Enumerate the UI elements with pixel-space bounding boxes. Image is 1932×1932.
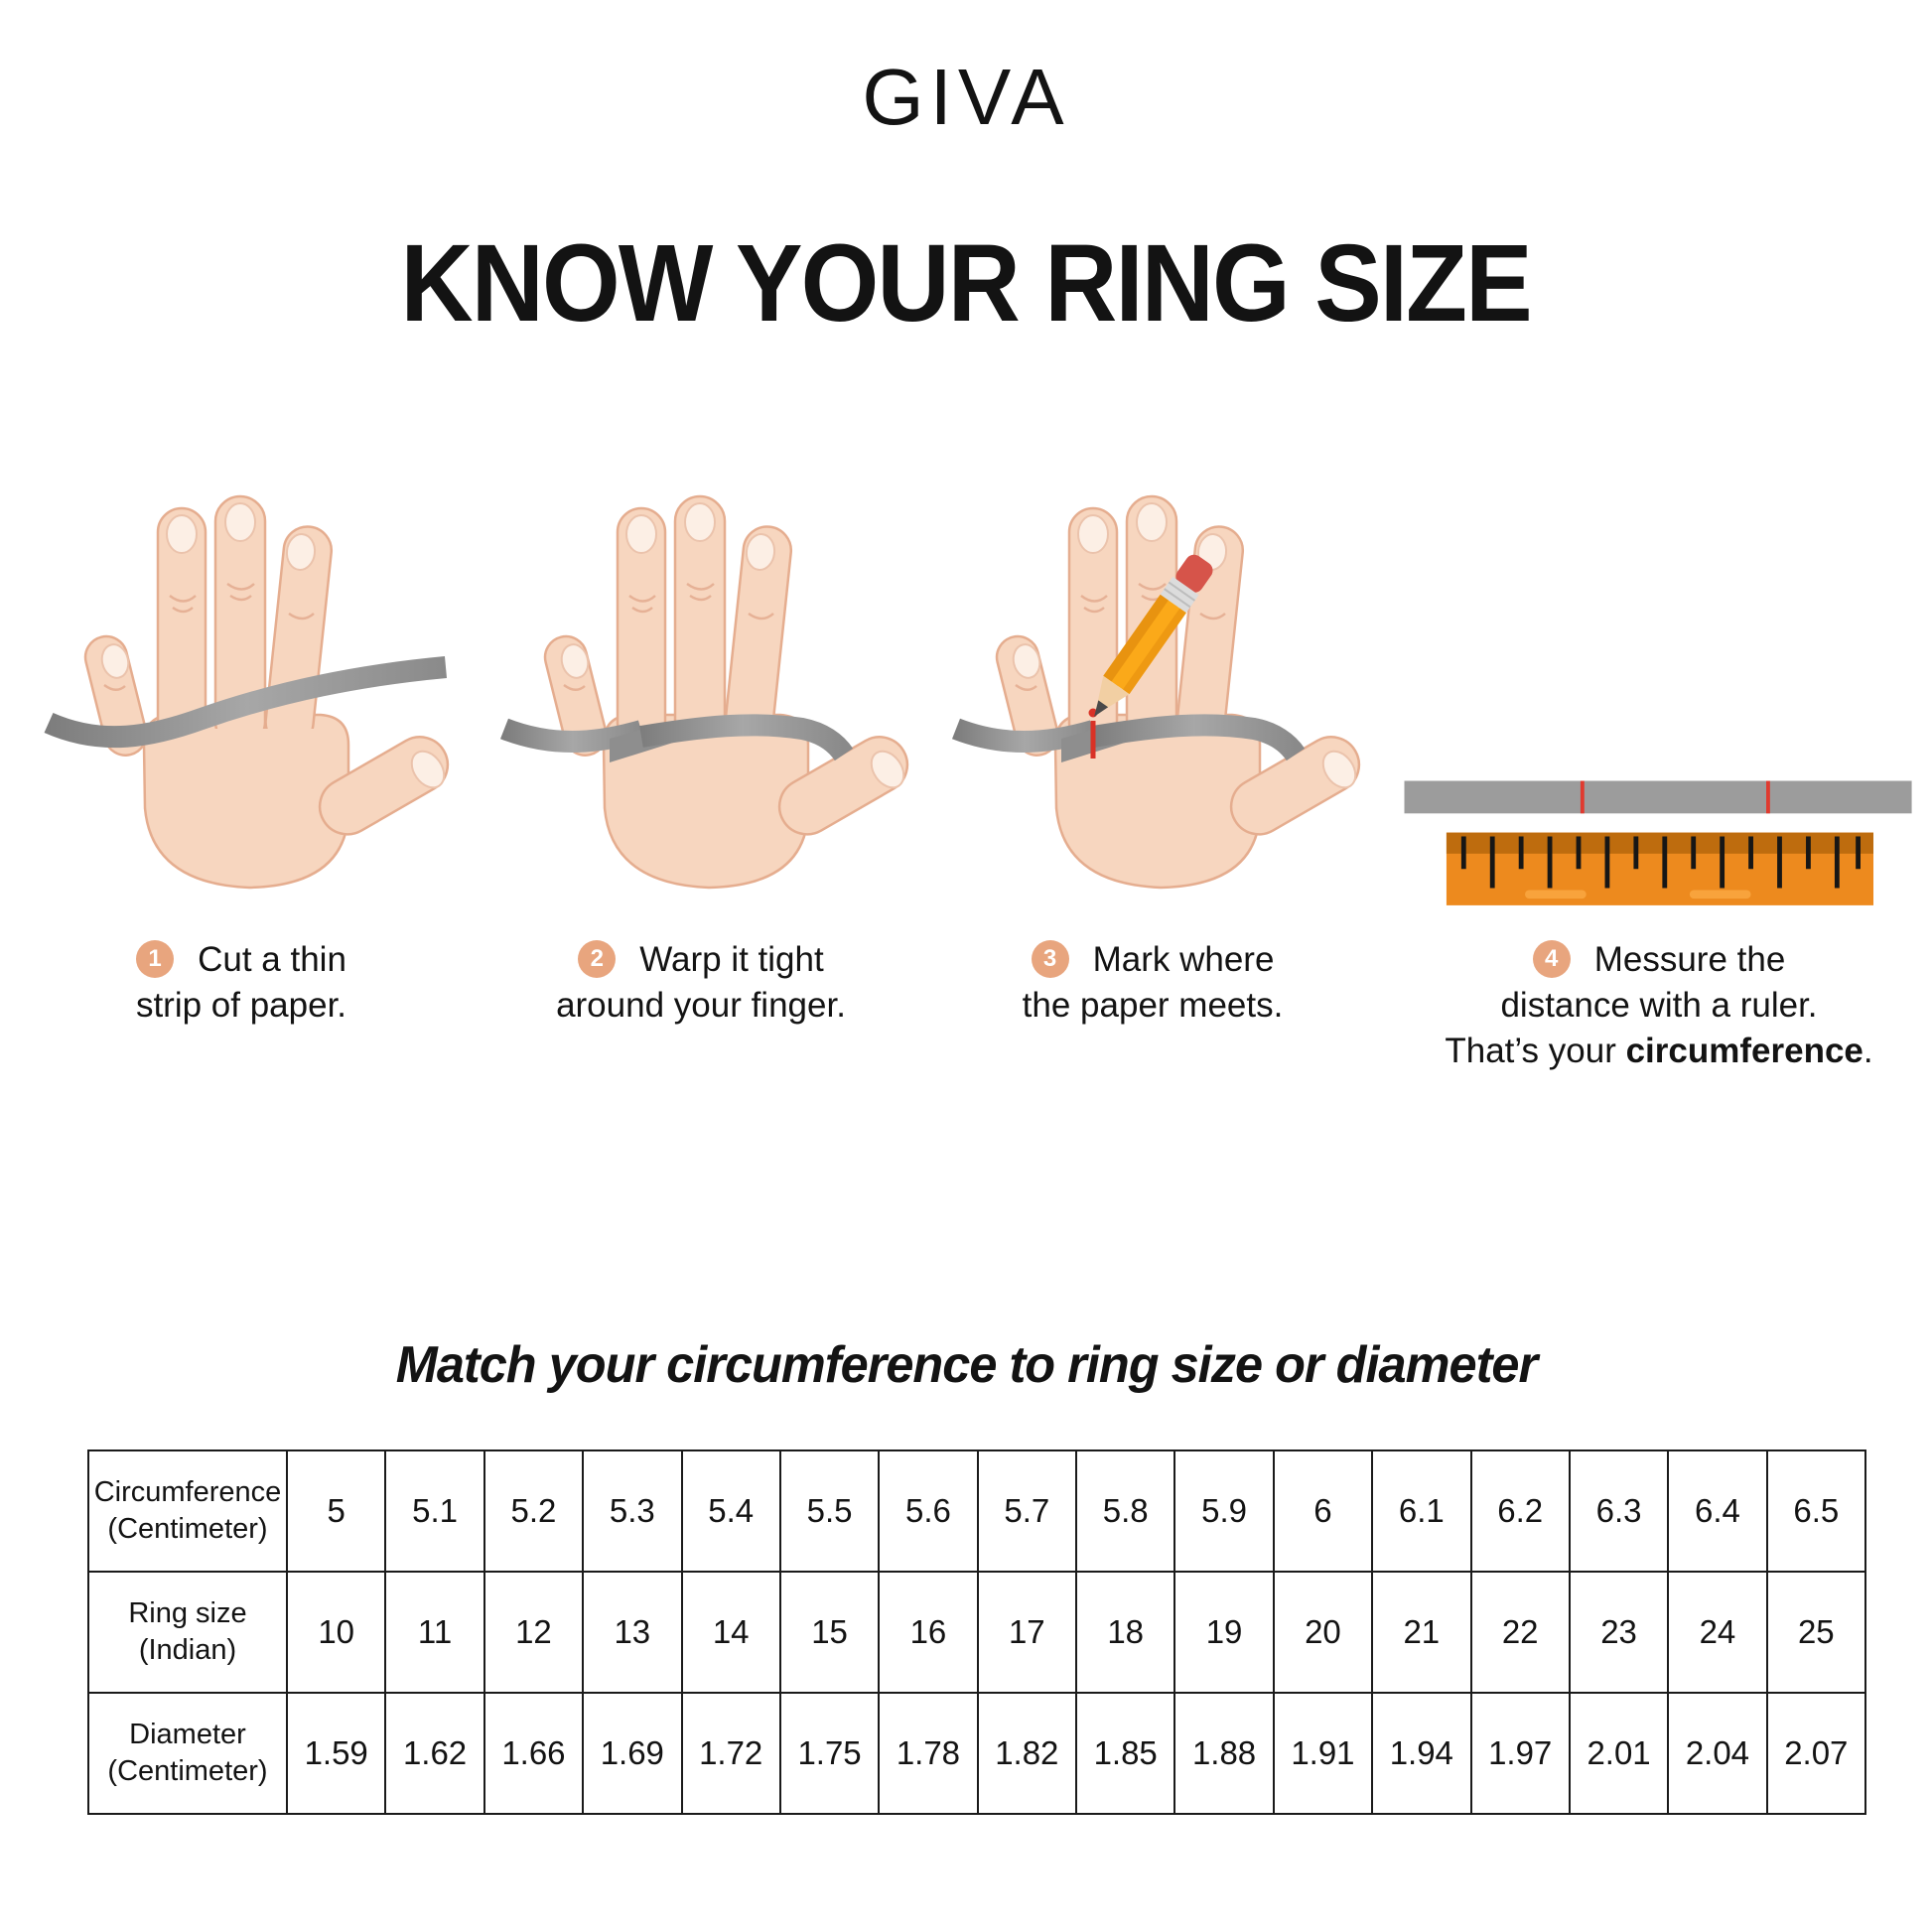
table-cell: 1.66 bbox=[483, 1692, 585, 1815]
table-cell: 5.1 bbox=[384, 1449, 485, 1573]
table-cell: 20 bbox=[1272, 1571, 1374, 1694]
ruler-measure-icon bbox=[1404, 780, 1912, 905]
pencil-icon bbox=[1094, 554, 1213, 717]
table-cell: 6.3 bbox=[1568, 1449, 1670, 1573]
table-cell: 14 bbox=[680, 1571, 781, 1694]
step-4-line2: distance with a ruler. bbox=[1500, 986, 1818, 1025]
table-cell: 17 bbox=[976, 1571, 1078, 1694]
step-number-badge: 4 bbox=[1532, 939, 1571, 978]
table-cell: 1.94 bbox=[1371, 1692, 1472, 1815]
orange-ruler bbox=[1446, 832, 1873, 905]
table-cell: 23 bbox=[1568, 1571, 1670, 1694]
hand-strip-wrapped-icon bbox=[499, 494, 909, 890]
table-cell: 1.59 bbox=[285, 1692, 387, 1815]
step-2-caption: 2 Warp it tight around your finger. bbox=[483, 937, 919, 1029]
table-cell: 1.82 bbox=[976, 1692, 1078, 1815]
table-cell: 6.2 bbox=[1469, 1449, 1571, 1573]
table-cell: 6.5 bbox=[1765, 1449, 1867, 1573]
page-title: KNOW YOUR RING SIZE bbox=[400, 222, 1533, 345]
table-cell: 18 bbox=[1074, 1571, 1176, 1694]
table-cell: 5.5 bbox=[778, 1449, 881, 1573]
step-number-badge: 3 bbox=[1031, 939, 1069, 978]
table-cell: 6.1 bbox=[1371, 1449, 1472, 1573]
step-1-line1: Cut a thin bbox=[198, 940, 346, 979]
table-cell: 1.62 bbox=[384, 1692, 485, 1815]
step-number-badge: 2 bbox=[578, 939, 617, 978]
table-cell: 1.72 bbox=[680, 1692, 781, 1815]
table-cell: 5.8 bbox=[1074, 1449, 1176, 1573]
table-row: Diameter (Centimeter) 1.59 1.62 1.66 1.69 1.72… bbox=[87, 1692, 1867, 1815]
table-cell: 13 bbox=[582, 1571, 683, 1694]
table-cell: 2.04 bbox=[1667, 1692, 1768, 1815]
brand-logo: GIVA bbox=[862, 53, 1070, 141]
steps-section: 1 Cut a thin strip of paper. 2 Warp it tig… bbox=[0, 425, 1932, 1179]
table-cell: 22 bbox=[1469, 1571, 1571, 1694]
table-cell: 5.7 bbox=[976, 1449, 1078, 1573]
table-cell: 25 bbox=[1765, 1571, 1867, 1694]
table-cell: 5.4 bbox=[680, 1449, 781, 1573]
table-cell: 1.91 bbox=[1272, 1692, 1374, 1815]
table-cell: 1.75 bbox=[778, 1692, 881, 1815]
step-4-caption: 4 Messure the distance with a ruler. That… bbox=[1386, 937, 1932, 1074]
row-label: Circumference (Centimeter) bbox=[87, 1449, 288, 1573]
table-cell: 5.6 bbox=[878, 1449, 979, 1573]
step-2: 2 Warp it tight around your finger. bbox=[483, 425, 919, 1179]
table-cell: 16 bbox=[878, 1571, 979, 1694]
table-cell: 10 bbox=[285, 1571, 387, 1694]
row-label: Diameter (Centimeter) bbox=[87, 1692, 288, 1815]
table-cell: 2.01 bbox=[1568, 1692, 1670, 1815]
table-cell: 1.88 bbox=[1173, 1692, 1275, 1815]
table-cell: 24 bbox=[1667, 1571, 1768, 1694]
table-cell: 12 bbox=[483, 1571, 585, 1694]
table-cell: 1.69 bbox=[582, 1692, 683, 1815]
table-row: Circumference (Centimeter) 5 5.1 5.2 5.3 5.4 5.… bbox=[87, 1449, 1867, 1573]
table-cell: 6.4 bbox=[1667, 1449, 1768, 1573]
step-4: 4 Messure the distance with a ruler. That… bbox=[1386, 425, 1932, 1179]
step-3: 3 Mark where the paper meets. bbox=[919, 425, 1386, 1179]
table-cell: 15 bbox=[778, 1571, 881, 1694]
step-1-line2: strip of paper. bbox=[135, 986, 347, 1025]
table-cell: 19 bbox=[1173, 1571, 1275, 1694]
step-number-badge: 1 bbox=[136, 939, 175, 978]
match-section-title: Match your circumference to ring size or… bbox=[395, 1336, 1537, 1394]
table-cell: 5.9 bbox=[1173, 1449, 1275, 1573]
table-cell: 1.85 bbox=[1074, 1692, 1176, 1815]
ring-size-table: Circumference (Centimeter) 5 5.1 5.2 5.3 5.4 5.… bbox=[87, 1449, 1867, 1815]
row-label: Ring size (Indian) bbox=[87, 1571, 288, 1694]
table-cell: 1.97 bbox=[1469, 1692, 1571, 1815]
step-4-line1: Messure the bbox=[1593, 940, 1786, 979]
step-3-line2: the paper meets. bbox=[1022, 986, 1284, 1025]
table-cell: 11 bbox=[384, 1571, 485, 1694]
table-row: Ring size (Indian) 10 11 12 13 14 15 16 17 18 19 20 2… bbox=[87, 1571, 1867, 1694]
step-1-caption: 1 Cut a thin strip of paper. bbox=[0, 937, 483, 1029]
step-4-line3: That’s your circumference. bbox=[1445, 1032, 1873, 1070]
hand-with-paper-strip-icon bbox=[44, 494, 450, 890]
table-cell: 5 bbox=[285, 1449, 387, 1573]
table-cell: 1.78 bbox=[878, 1692, 979, 1815]
table-cell: 2.07 bbox=[1765, 1692, 1867, 1815]
circumference-emphasis: circumference bbox=[1625, 1032, 1863, 1070]
table-cell: 5.3 bbox=[582, 1449, 683, 1573]
table-cell: 5.2 bbox=[483, 1449, 585, 1573]
step-2-line1: Warp it tight bbox=[639, 940, 824, 979]
step-3-caption: 3 Mark where the paper meets. bbox=[919, 937, 1386, 1029]
table-cell: 6 bbox=[1272, 1449, 1374, 1573]
step-2-line2: around your finger. bbox=[556, 986, 846, 1025]
size-table-body: Circumference (Centimeter) 5 5.1 5.2 5.3 5.4 5.… bbox=[87, 1449, 1867, 1815]
step-1: 1 Cut a thin strip of paper. bbox=[0, 425, 483, 1179]
table-cell: 21 bbox=[1371, 1571, 1472, 1694]
hand-pencil-mark-icon bbox=[951, 494, 1361, 890]
step-3-line1: Mark where bbox=[1092, 940, 1275, 979]
